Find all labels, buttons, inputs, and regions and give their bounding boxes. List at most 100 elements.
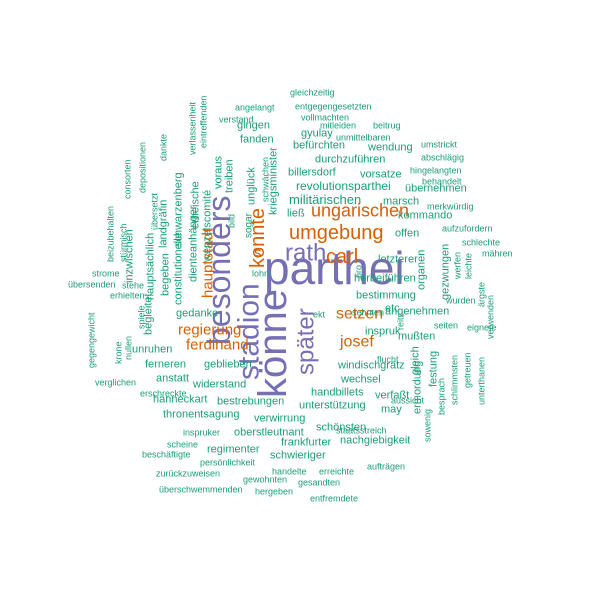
word: erhielten: [110, 290, 145, 301]
word: beschäftigte: [142, 449, 191, 460]
word: sehnten: [352, 307, 385, 318]
word: angelangt: [235, 102, 275, 113]
word: consorten: [122, 159, 133, 199]
word: josef: [340, 333, 374, 351]
word: inspruker: [183, 427, 221, 438]
word: flucht: [377, 354, 399, 365]
word: schwächen: [260, 156, 271, 202]
word: wenzelscomité: [201, 189, 214, 262]
word: reitz: [395, 312, 406, 330]
word: bild: [226, 213, 237, 228]
word: aufträgen: [367, 461, 406, 472]
word: may: [381, 403, 402, 416]
word: setzen: [336, 305, 384, 323]
word: schönsten: [316, 421, 367, 434]
word: hergeben: [255, 486, 294, 497]
word: kommando: [398, 209, 453, 222]
word: aufzufordern: [442, 223, 493, 234]
word: marsch: [383, 195, 420, 208]
word: gleich: [409, 346, 422, 375]
word: hingelangten: [410, 165, 462, 176]
word: fanden: [240, 133, 274, 146]
word: gyulay: [301, 127, 333, 140]
word: unglück: [245, 167, 258, 205]
word: vollmachten: [301, 112, 350, 123]
word: leichte: [463, 252, 474, 279]
word: ferneren: [145, 358, 186, 371]
word: rath: [285, 239, 327, 267]
word: wendung: [368, 141, 413, 154]
word: verwirrung: [254, 412, 306, 425]
word: sogar: [243, 212, 255, 238]
word: regimenter: [207, 443, 260, 456]
word: unmittelbaren: [336, 132, 391, 143]
word: behandelt: [422, 176, 462, 187]
word: vorsatze: [360, 168, 402, 181]
word: ließ: [287, 207, 305, 220]
word: oberstleutnant: [234, 426, 304, 439]
word: anstatt: [156, 372, 190, 385]
word: hanneckart: [153, 393, 208, 406]
word: windischgrätz: [338, 359, 405, 372]
word: organen: [415, 249, 428, 290]
word: übersetzt: [149, 192, 160, 230]
word: gegengewicht: [86, 312, 97, 368]
word: eignete: [467, 322, 497, 333]
word: letzterer: [378, 253, 418, 266]
word: bestimmung: [356, 289, 416, 302]
word: parthei: [264, 241, 405, 294]
word: inspruk: [365, 325, 401, 338]
word: s: [254, 244, 262, 262]
word: unruhen: [132, 343, 173, 356]
word: offen: [395, 227, 420, 240]
word: bestrebungen: [217, 395, 285, 408]
word: thronentsagung: [163, 408, 240, 421]
word: erreichte: [319, 466, 355, 477]
word: pro: [353, 264, 364, 278]
word: unterthanen: [476, 356, 487, 405]
word: nullen: [123, 335, 134, 360]
word: besprach: [436, 377, 447, 415]
word: etc: [385, 302, 400, 315]
word: treiben: [223, 159, 236, 193]
word: übersenden: [68, 279, 116, 290]
word: angenehmen: [385, 305, 450, 318]
word: verlassenheit: [187, 101, 198, 155]
word: entfremdete: [310, 493, 359, 504]
word: ferdinand: [186, 336, 249, 354]
word: seiten: [434, 320, 459, 331]
word: mähren: [482, 248, 513, 259]
word: schlimmsten: [449, 354, 460, 405]
word: staatsstreich: [336, 425, 387, 436]
word: carl: [326, 246, 359, 268]
word: werfen: [452, 251, 463, 279]
word: übernehmen: [405, 182, 467, 195]
word: krone: [113, 341, 124, 364]
word: schlechte: [462, 237, 501, 248]
word: begeben: [159, 253, 172, 296]
word: militärischen: [289, 191, 362, 207]
word: depositionen: [137, 141, 148, 193]
word: beizubehalten: [105, 205, 116, 262]
word: mitleiden: [320, 120, 357, 131]
word: herbeiführen: [354, 272, 416, 285]
word: billersdorf: [288, 166, 336, 179]
word: eintreffenden: [198, 95, 209, 148]
word: schwarzenberg: [172, 172, 185, 247]
word: schwieriger: [270, 449, 326, 462]
word: handbillets: [311, 386, 364, 399]
word: widerstand: [193, 378, 247, 391]
word: lohn: [252, 268, 270, 279]
word: revolutionsparthei: [296, 178, 391, 193]
word: dankte: [158, 133, 169, 161]
word: geblieben: [204, 358, 252, 371]
word: entgegengesetzten: [295, 101, 372, 112]
word: merkwürdig: [427, 201, 474, 212]
word: überschwemmenden: [159, 484, 243, 495]
word: verstand: [219, 114, 254, 125]
word: handelte: [272, 466, 307, 477]
word: verwenden: [485, 294, 496, 339]
word: gewohnten: [243, 474, 288, 485]
word: verglichen: [95, 377, 137, 388]
